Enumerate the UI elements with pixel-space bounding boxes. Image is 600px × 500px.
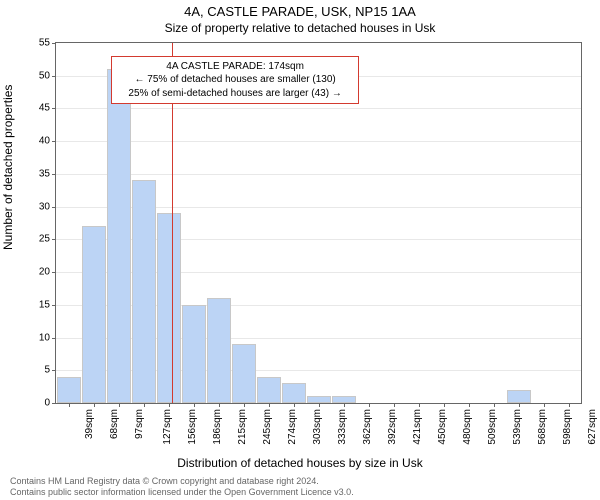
x-tick-label: 539sqm — [511, 409, 522, 445]
x-tick — [169, 403, 170, 407]
x-tick-label: 156sqm — [186, 409, 197, 445]
footer-line-2: Contains public sector information licen… — [10, 487, 354, 498]
x-tick-label: 215sqm — [236, 409, 247, 445]
x-tick — [394, 403, 395, 407]
legend-box: 4A CASTLE PARADE: 174sqm← 75% of detache… — [111, 56, 359, 105]
x-tick-label: 598sqm — [561, 409, 572, 445]
y-tick — [52, 174, 56, 175]
y-tick-label: 15 — [39, 299, 50, 310]
x-tick — [194, 403, 195, 407]
x-tick-label: 333sqm — [336, 409, 347, 445]
y-tick — [52, 207, 56, 208]
gridline — [56, 108, 581, 109]
y-tick — [52, 239, 56, 240]
x-tick — [94, 403, 95, 407]
legend-line: 25% of semi-detached houses are larger (… — [120, 87, 350, 101]
x-tick — [544, 403, 545, 407]
y-axis-label: Number of detached properties — [1, 85, 15, 250]
x-tick-label: 480sqm — [461, 409, 472, 445]
x-tick — [369, 403, 370, 407]
x-tick — [494, 403, 495, 407]
y-tick-label: 55 — [39, 38, 50, 49]
x-tick-label: 450sqm — [436, 409, 447, 445]
y-tick-label: 40 — [39, 136, 50, 147]
x-tick — [244, 403, 245, 407]
plot-area: 051015202530354045505539sqm68sqm97sqm127… — [55, 42, 582, 404]
histogram-bar — [182, 305, 206, 403]
y-tick-label: 45 — [39, 103, 50, 114]
x-tick — [144, 403, 145, 407]
x-axis-label: Distribution of detached houses by size … — [0, 456, 600, 470]
histogram-bar — [107, 69, 131, 403]
footer-attribution: Contains HM Land Registry data © Crown c… — [10, 476, 354, 499]
x-tick-label: 97sqm — [134, 409, 145, 439]
gridline — [56, 141, 581, 142]
y-tick-label: 20 — [39, 267, 50, 278]
chart-root: { "layout": { "width": 600, "height": 50… — [0, 0, 600, 500]
x-tick — [444, 403, 445, 407]
gridline — [56, 174, 581, 175]
x-tick-label: 509sqm — [486, 409, 497, 445]
x-tick-label: 127sqm — [161, 409, 172, 445]
footer-line-1: Contains HM Land Registry data © Crown c… — [10, 476, 354, 487]
histogram-bar — [207, 298, 231, 403]
chart-subtitle: Size of property relative to detached ho… — [0, 21, 600, 35]
y-tick-label: 35 — [39, 168, 50, 179]
x-tick-label: 362sqm — [361, 409, 372, 445]
legend-line: ← 75% of detached houses are smaller (13… — [120, 73, 350, 87]
x-tick — [294, 403, 295, 407]
y-tick-label: 50 — [39, 70, 50, 81]
y-tick — [52, 43, 56, 44]
y-tick — [52, 338, 56, 339]
x-tick-label: 274sqm — [286, 409, 297, 445]
histogram-bar — [57, 377, 81, 403]
y-tick-label: 10 — [39, 332, 50, 343]
y-tick — [52, 403, 56, 404]
y-tick-label: 0 — [44, 398, 50, 409]
x-tick — [269, 403, 270, 407]
x-tick — [219, 403, 220, 407]
y-tick — [52, 108, 56, 109]
x-tick — [419, 403, 420, 407]
y-tick-label: 25 — [39, 234, 50, 245]
x-tick — [469, 403, 470, 407]
x-tick-label: 421sqm — [411, 409, 422, 445]
histogram-bar — [282, 383, 306, 403]
x-tick-label: 568sqm — [536, 409, 547, 445]
histogram-bar — [82, 226, 106, 403]
x-tick — [519, 403, 520, 407]
x-tick-label: 627sqm — [586, 409, 597, 445]
x-tick — [569, 403, 570, 407]
y-tick — [52, 305, 56, 306]
x-tick-label: 68sqm — [109, 409, 120, 439]
y-tick-label: 30 — [39, 201, 50, 212]
x-tick-label: 186sqm — [211, 409, 222, 445]
y-tick-label: 5 — [44, 365, 50, 376]
x-tick — [69, 403, 70, 407]
chart-title: 4A, CASTLE PARADE, USK, NP15 1AA — [0, 4, 600, 19]
histogram-bar — [257, 377, 281, 403]
histogram-bar — [157, 213, 181, 403]
y-tick — [52, 370, 56, 371]
x-tick-label: 39sqm — [84, 409, 95, 439]
histogram-bar — [232, 344, 256, 403]
histogram-bar — [132, 180, 156, 403]
y-tick — [52, 272, 56, 273]
x-tick — [344, 403, 345, 407]
y-tick — [52, 141, 56, 142]
y-tick — [52, 76, 56, 77]
histogram-bar — [507, 390, 531, 403]
x-tick-label: 245sqm — [261, 409, 272, 445]
x-tick — [119, 403, 120, 407]
x-tick-label: 392sqm — [386, 409, 397, 445]
x-tick — [319, 403, 320, 407]
legend-line: 4A CASTLE PARADE: 174sqm — [120, 60, 350, 74]
x-tick-label: 303sqm — [311, 409, 322, 445]
